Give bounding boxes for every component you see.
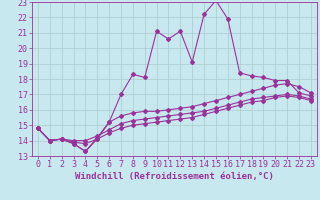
X-axis label: Windchill (Refroidissement éolien,°C): Windchill (Refroidissement éolien,°C) bbox=[75, 172, 274, 181]
